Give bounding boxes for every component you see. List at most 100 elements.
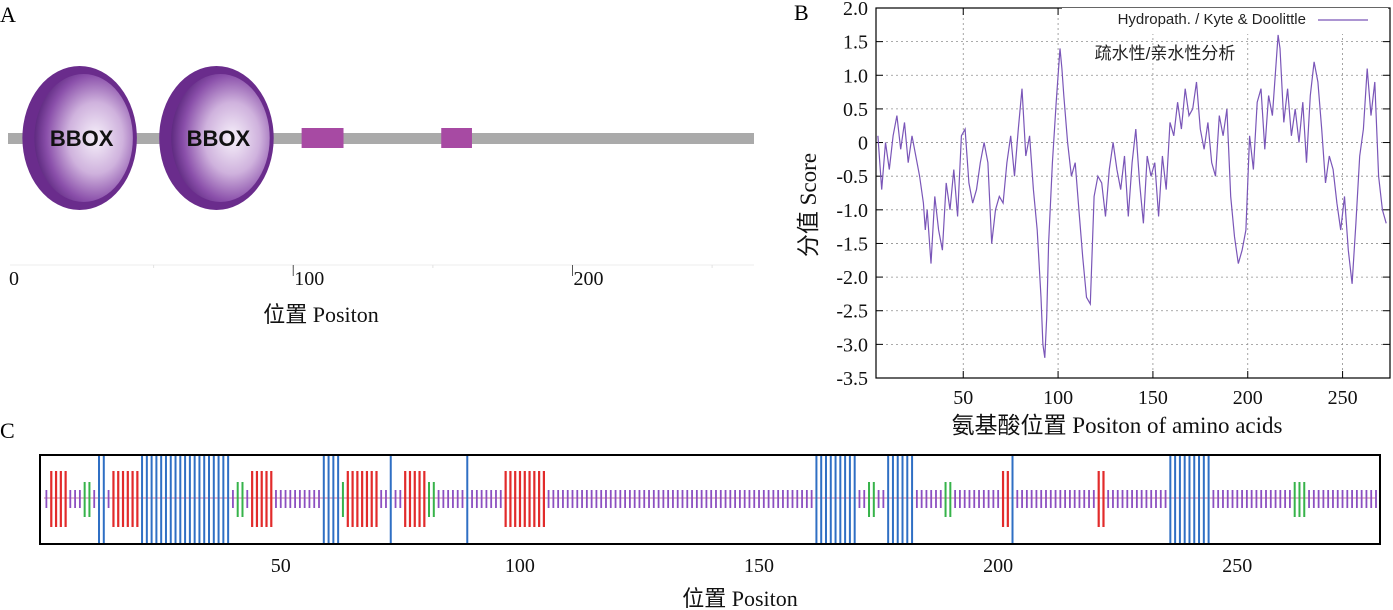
coil-bar [490, 490, 493, 508]
b-legend-label: Hydropath. / Kyte & Doolittle [1118, 11, 1306, 28]
coil-bar [452, 490, 454, 508]
helix-bar [322, 456, 325, 543]
helix-bar [853, 456, 856, 543]
strand-bar [504, 471, 507, 527]
coil-bar [485, 490, 488, 508]
coil-bar [978, 490, 980, 508]
helix-bar [212, 456, 215, 543]
coil-bar [1049, 490, 1052, 508]
strand-bar [1006, 471, 1009, 527]
coil-bar [1059, 490, 1062, 508]
turn-bar [241, 482, 244, 517]
coil-bar [724, 490, 727, 508]
coil-bar [1274, 490, 1277, 508]
strand-bar [121, 471, 125, 527]
coil-bar [719, 490, 722, 508]
helix-bar [160, 456, 163, 543]
coil-bar [1241, 490, 1243, 508]
strand-bar [518, 471, 522, 527]
coil-bar [877, 490, 880, 508]
helix-bar [887, 456, 890, 543]
coil-bar [1150, 490, 1153, 508]
coil-bar [600, 490, 603, 508]
coil-bar [715, 490, 717, 508]
strand-bar [117, 471, 120, 527]
coil-bar [672, 490, 674, 508]
c-axis-title: 位置 Positon [682, 586, 798, 610]
protein-backbone [8, 133, 754, 144]
turn-bar [341, 482, 344, 517]
b-gridlines [876, 8, 1390, 378]
helix-bar [217, 456, 220, 543]
coil-bar [1327, 490, 1330, 508]
coil-bar [78, 490, 81, 508]
turn-bar [1293, 482, 1296, 517]
helix-bar [174, 456, 177, 543]
coil-bar [987, 490, 990, 508]
coil-bar [1083, 490, 1086, 508]
coil-bar [1375, 490, 1377, 508]
b-xtick-label: 50 [953, 387, 973, 409]
helix-bar [150, 456, 153, 543]
coil-bar [1212, 490, 1215, 508]
coil-bar [294, 490, 296, 508]
coil-bar [1355, 490, 1358, 508]
coil-bar [581, 490, 583, 508]
helix-bar [141, 456, 144, 543]
coil-bar [399, 490, 402, 508]
coil-bar [1112, 490, 1114, 508]
coil-bar [1365, 490, 1368, 508]
coil-bar [633, 490, 636, 508]
a-axis-ticks: 0 100 200 [9, 265, 713, 290]
coil-bar [1073, 490, 1076, 508]
strand-bar [1001, 471, 1005, 527]
helix-bar [98, 456, 101, 543]
coil-bar [676, 490, 679, 508]
coil-bar [700, 490, 703, 508]
strand-bar [361, 471, 364, 527]
strand-bar [64, 471, 67, 527]
coil-bar [973, 490, 976, 508]
strand-bar [542, 471, 545, 527]
helix-bar [844, 456, 847, 543]
turn-bar [868, 482, 871, 517]
coil-bar [1279, 490, 1282, 508]
coil-bar [1030, 490, 1033, 508]
helix-bar [227, 456, 230, 543]
c-xtick-label: 200 [983, 555, 1013, 577]
coil-bar [1317, 490, 1320, 508]
panel-c: C 50 100 150 200 250 位置 Positon [0, 418, 1381, 610]
coil-bar [289, 490, 292, 508]
coil-bar [758, 490, 760, 508]
coil-bar [1116, 490, 1119, 508]
coil-bar [796, 490, 799, 508]
strand-bar [270, 471, 273, 527]
coil-bar [605, 490, 607, 508]
strand-bar [265, 471, 268, 527]
b-legend-bg [1062, 8, 1388, 34]
coil-bar [652, 490, 655, 508]
helix-bar [327, 456, 330, 543]
coil-bar [1245, 490, 1248, 508]
helix-bar [145, 456, 148, 543]
strand-bar [351, 471, 354, 527]
coil-bar [557, 490, 560, 508]
coil-bar [69, 490, 72, 508]
b-xtick-label: 200 [1233, 387, 1263, 409]
coil-bar [738, 490, 741, 508]
coil-bar [1308, 490, 1310, 508]
coil-bar [1260, 490, 1263, 508]
panel-b: B 2.0 1.5 1.0 0.5 0 -0.5 -1.0 -1.5 -2.0 -2.5 -3.0 -… [794, 0, 1391, 438]
strand-bar [423, 471, 426, 527]
bbox-label-2: BBOX [187, 126, 251, 151]
coil-bar [801, 490, 803, 508]
strand-bar [260, 471, 263, 527]
helix-bar [466, 456, 469, 543]
motif-box-2 [441, 128, 472, 148]
b-ytick-label: -1.0 [836, 200, 868, 222]
helix-bar [193, 456, 196, 543]
coil-bar [939, 490, 942, 508]
strand-bar [370, 471, 373, 527]
helix-bar [179, 456, 182, 543]
b-ytick-label: -3.0 [836, 334, 868, 356]
